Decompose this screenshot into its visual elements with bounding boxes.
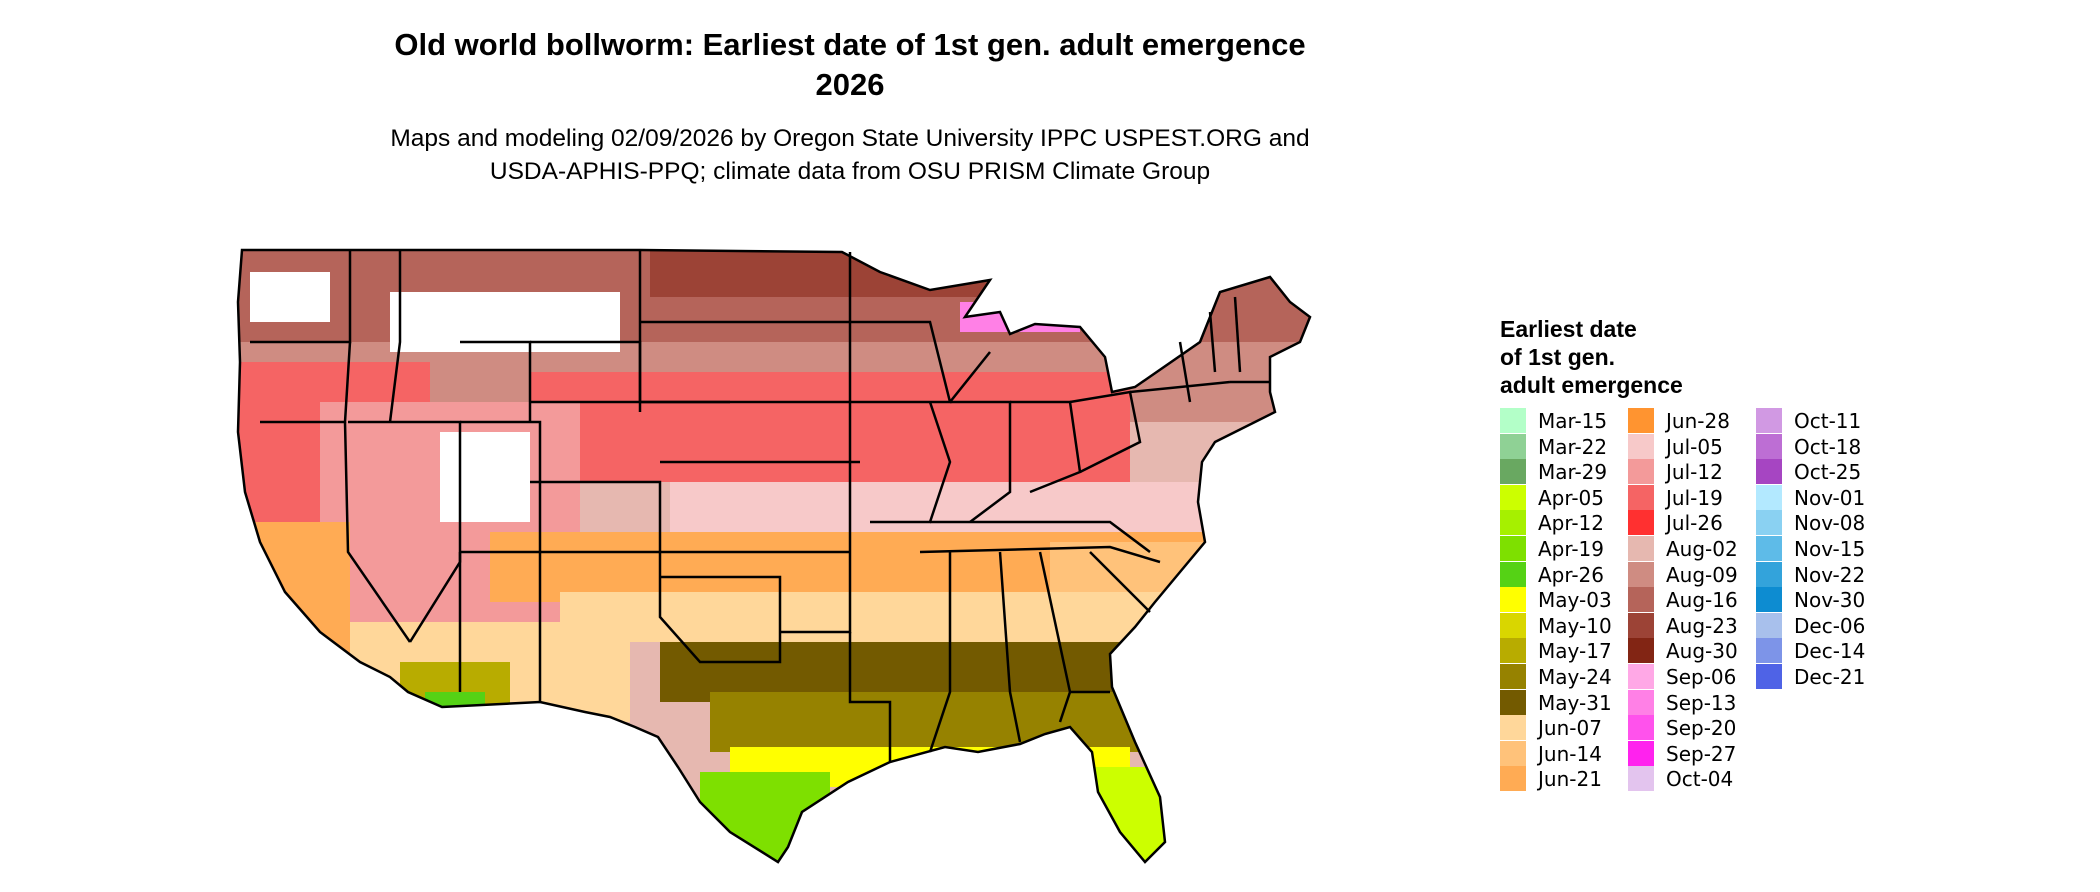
legend-title-line: adult emergence bbox=[1500, 372, 1683, 398]
legend-label: May-03 bbox=[1538, 588, 1612, 613]
legend-swatch bbox=[1500, 587, 1526, 613]
legend-swatch bbox=[1500, 664, 1526, 689]
legend-label: May-10 bbox=[1538, 613, 1612, 638]
legend-swatch bbox=[1628, 484, 1654, 510]
legend-label: May-31 bbox=[1538, 690, 1612, 715]
legend-label: Mar-29 bbox=[1538, 460, 1608, 485]
legend-title: Earliest date of 1st gen. adult emergenc… bbox=[1500, 315, 1683, 399]
legend-label: Jun-07 bbox=[1538, 716, 1602, 741]
legend-label: Jun-21 bbox=[1538, 767, 1602, 792]
map-subtitle-line2: USDA-APHIS-PPQ; climate data from OSU PR… bbox=[489, 158, 1211, 185]
legend-swatch bbox=[1756, 459, 1782, 485]
legend-swatch bbox=[1628, 664, 1654, 689]
legend-swatch bbox=[1628, 740, 1654, 766]
legend-label: Aug-30 bbox=[1666, 639, 1738, 664]
legend-swatch bbox=[1628, 689, 1654, 715]
legend-swatch bbox=[1628, 433, 1654, 459]
legend-label: Aug-23 bbox=[1666, 613, 1738, 638]
legend-swatch bbox=[1756, 433, 1782, 459]
legend-label: Nov-22 bbox=[1794, 562, 1866, 587]
legend-label: May-24 bbox=[1538, 665, 1612, 689]
legend-label: Nov-15 bbox=[1794, 537, 1866, 561]
legend-label: Sep-13 bbox=[1666, 690, 1737, 715]
legend-swatch bbox=[1500, 484, 1526, 510]
legend-swatch bbox=[1500, 459, 1526, 485]
legend-label: Nov-08 bbox=[1794, 511, 1866, 536]
legend-swatch bbox=[1628, 510, 1654, 536]
legend-swatch bbox=[1628, 766, 1654, 792]
legend-swatch bbox=[1756, 638, 1782, 664]
legend-label: Nov-30 bbox=[1794, 588, 1866, 613]
legend-label: Jul-19 bbox=[1666, 485, 1723, 510]
legend-swatch bbox=[1628, 561, 1654, 587]
legend-swatch bbox=[1756, 612, 1782, 638]
legend-label: Oct-18 bbox=[1794, 434, 1862, 459]
legend-swatch bbox=[1628, 715, 1654, 741]
legend-label: Sep-20 bbox=[1666, 716, 1737, 741]
legend-swatch bbox=[1500, 689, 1526, 715]
legend-swatch bbox=[1628, 536, 1654, 561]
legend-swatch bbox=[1500, 536, 1526, 561]
legend-label: Dec-14 bbox=[1794, 639, 1866, 664]
legend-swatch bbox=[1500, 612, 1526, 638]
us-emergence-map bbox=[236, 248, 1312, 864]
legend-swatch bbox=[1756, 561, 1782, 587]
legend-swatch bbox=[1500, 766, 1526, 792]
legend-label: Mar-22 bbox=[1538, 434, 1608, 459]
legend-swatch bbox=[1628, 612, 1654, 638]
map-title-line2: 2026 bbox=[815, 67, 885, 102]
legend-label: Aug-16 bbox=[1666, 588, 1738, 613]
map-title-line1: Old world bollworm: Earliest date of 1st… bbox=[394, 27, 1306, 62]
legend-swatch bbox=[1628, 408, 1654, 433]
legend-label: Dec-06 bbox=[1794, 613, 1866, 638]
legend-label: Jul-26 bbox=[1666, 511, 1723, 536]
legend-label: Oct-04 bbox=[1666, 767, 1734, 792]
legend-label: Sep-06 bbox=[1666, 665, 1737, 689]
legend-label: Jul-12 bbox=[1666, 460, 1723, 485]
legend-swatch bbox=[1756, 484, 1782, 510]
legend-swatch bbox=[1628, 638, 1654, 664]
legend-title-line: of 1st gen. bbox=[1500, 344, 1616, 370]
legend-swatch bbox=[1500, 638, 1526, 664]
legend-title-line: Earliest date bbox=[1500, 316, 1637, 342]
legend-label: Apr-05 bbox=[1538, 485, 1604, 510]
legend-label: Nov-01 bbox=[1794, 485, 1866, 510]
legend-swatch bbox=[1500, 408, 1526, 433]
legend-label: May-17 bbox=[1538, 639, 1612, 664]
legend-swatch bbox=[1500, 740, 1526, 766]
legend-label: Mar-15 bbox=[1538, 409, 1608, 433]
legend-label: Apr-12 bbox=[1538, 511, 1604, 536]
legend-label: Oct-11 bbox=[1794, 409, 1862, 433]
legend-swatch bbox=[1756, 408, 1782, 433]
legend-label: Oct-25 bbox=[1794, 460, 1862, 485]
legend-swatch bbox=[1500, 433, 1526, 459]
legend-label: Aug-09 bbox=[1666, 562, 1738, 587]
legend-label: Dec-21 bbox=[1794, 665, 1866, 689]
legend-label: Jul-05 bbox=[1666, 434, 1723, 459]
state-boundaries bbox=[236, 248, 1312, 864]
legend-swatch bbox=[1628, 459, 1654, 485]
legend-swatch bbox=[1500, 715, 1526, 741]
legend-swatch bbox=[1500, 561, 1526, 587]
legend-swatch bbox=[1628, 587, 1654, 613]
legend-label: Jun-28 bbox=[1666, 409, 1730, 433]
legend-label: Sep-27 bbox=[1666, 741, 1737, 766]
map-subtitle-line1: Maps and modeling 02/09/2026 by Oregon S… bbox=[390, 125, 1310, 152]
legend-swatch bbox=[1756, 664, 1782, 689]
legend-label: Aug-02 bbox=[1666, 537, 1738, 561]
legend-label: Apr-19 bbox=[1538, 537, 1604, 561]
legend-swatch bbox=[1756, 510, 1782, 536]
legend-swatch bbox=[1756, 536, 1782, 561]
legend-swatch bbox=[1756, 587, 1782, 613]
legend-label: Jun-14 bbox=[1538, 741, 1602, 766]
legend-label: Apr-26 bbox=[1538, 562, 1604, 587]
legend-swatch bbox=[1500, 510, 1526, 536]
